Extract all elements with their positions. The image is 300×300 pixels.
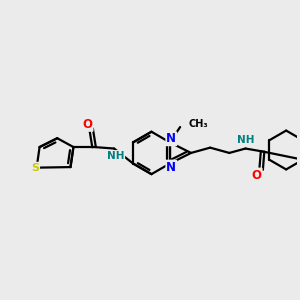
Text: O: O — [82, 118, 93, 131]
Text: CH₃: CH₃ — [188, 119, 208, 129]
Text: NH: NH — [237, 135, 255, 145]
Text: N: N — [166, 132, 176, 145]
Text: S: S — [31, 163, 39, 173]
Text: NH: NH — [107, 151, 124, 161]
Text: N: N — [166, 160, 176, 174]
Text: O: O — [252, 169, 262, 182]
